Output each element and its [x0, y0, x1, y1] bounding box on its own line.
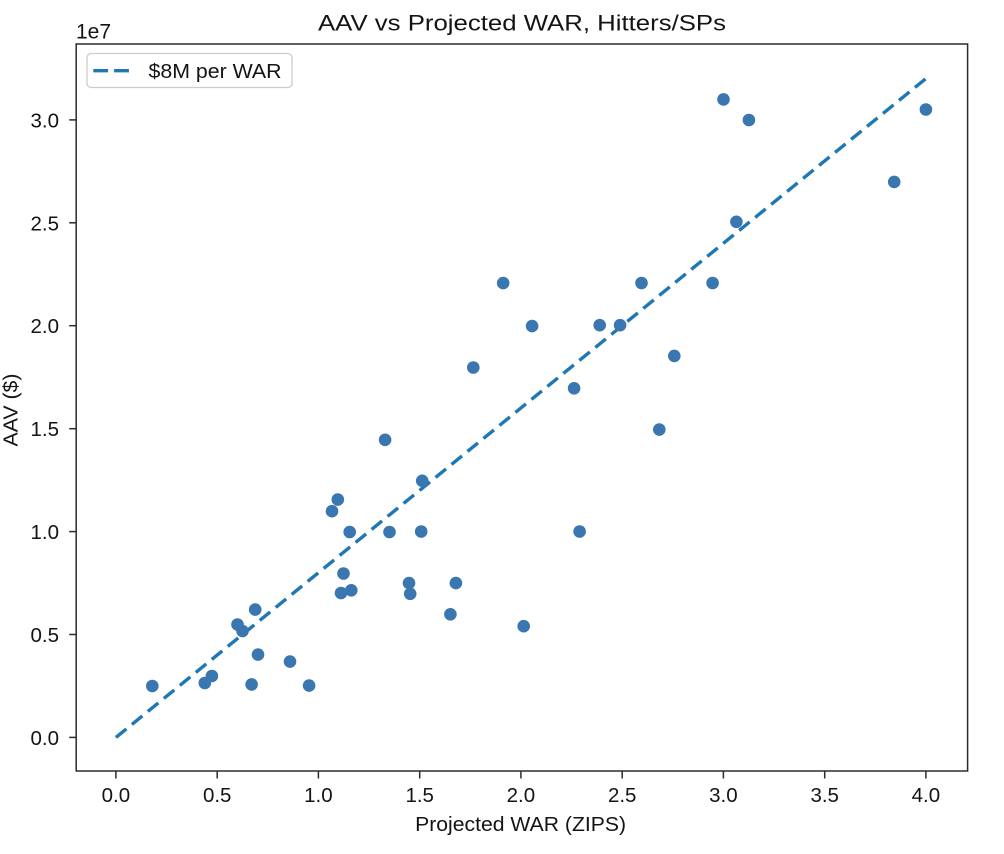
- svg-text:3.0: 3.0: [31, 109, 60, 132]
- svg-text:2.5: 2.5: [31, 212, 60, 235]
- svg-text:2.5: 2.5: [608, 784, 637, 807]
- svg-text:2.0: 2.0: [31, 315, 60, 338]
- svg-text:1.0: 1.0: [31, 521, 60, 544]
- svg-text:0.0: 0.0: [102, 784, 131, 807]
- svg-text:$8M per WAR: $8M per WAR: [149, 60, 282, 83]
- svg-text:4.0: 4.0: [912, 784, 941, 807]
- svg-text:Projected WAR (ZIPS): Projected WAR (ZIPS): [415, 813, 626, 836]
- svg-text:1.5: 1.5: [31, 418, 60, 441]
- svg-text:0.5: 0.5: [31, 624, 60, 647]
- svg-text:AAV ($): AAV ($): [0, 374, 23, 447]
- svg-text:2.0: 2.0: [507, 784, 536, 807]
- svg-text:1.5: 1.5: [405, 784, 434, 807]
- svg-text:1.0: 1.0: [304, 784, 333, 807]
- svg-text:3.5: 3.5: [810, 784, 839, 807]
- svg-text:0.5: 0.5: [203, 784, 232, 807]
- svg-text:AAV vs Projected WAR, Hitters/: AAV vs Projected WAR, Hitters/SPs: [318, 11, 726, 36]
- svg-text:0.0: 0.0: [31, 727, 60, 750]
- svg-text:1e7: 1e7: [76, 21, 111, 44]
- svg-text:3.0: 3.0: [709, 784, 738, 807]
